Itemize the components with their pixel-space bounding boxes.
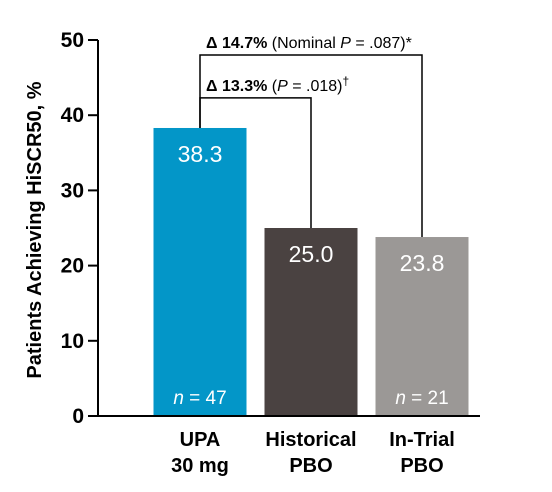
comparison-annotation-1: Δ 13.3% (P = .018)† <box>206 74 349 95</box>
data-label-0: 38.3 <box>178 141 223 167</box>
comparison-annotation-0: Δ 14.7% (Nominal P = .087)* <box>206 35 412 52</box>
bar-1 <box>264 228 358 416</box>
data-label-2: 23.8 <box>400 250 445 276</box>
y-tick-label-3: 30 <box>61 179 84 202</box>
category-label-0-0: UPA <box>180 429 221 451</box>
data-label-1: 25.0 <box>289 241 334 267</box>
category-label-1-0: Historical <box>265 429 356 451</box>
category-label-2-1: PBO <box>400 455 443 477</box>
y-tick-label-2: 20 <box>61 255 84 278</box>
category-label-0-1: 30 mg <box>171 455 229 477</box>
y-axis-title: Patients Achieving HiSCR50, % <box>24 81 46 378</box>
bar-0 <box>153 127 247 416</box>
n-label-2: n = 21 <box>395 388 448 409</box>
y-tick-label-1: 10 <box>61 330 84 353</box>
comparison-bracket-0 <box>199 54 423 238</box>
comparison-bracket-1 <box>199 97 312 228</box>
category-label-2-0: In-Trial <box>389 429 455 451</box>
bar-2 <box>375 237 469 416</box>
n-label-0: n = 47 <box>173 388 226 409</box>
y-tick-label-5: 50 <box>61 29 84 52</box>
y-tick-label-0: 0 <box>72 405 84 428</box>
y-tick-label-4: 40 <box>61 104 84 127</box>
category-label-1-1: PBO <box>289 455 332 477</box>
